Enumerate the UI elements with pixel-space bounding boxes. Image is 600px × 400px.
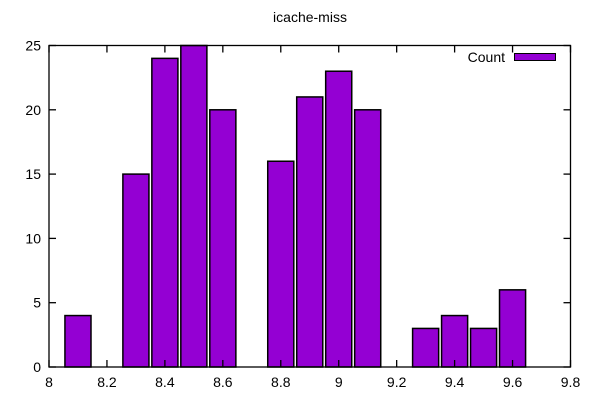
bar [324,70,353,368]
bar [266,160,295,368]
y-tick-label: 0 [33,359,41,375]
x-tick-label: 9.4 [445,374,465,390]
y-tick-label: 5 [33,295,41,311]
bar [411,327,440,368]
bar [64,314,92,368]
y-tick-label: 20 [25,102,41,118]
bar [469,327,498,368]
x-tick-label: 8.2 [97,374,117,390]
y-tick-label: 10 [25,230,41,246]
bar [498,289,527,368]
bar [353,109,382,368]
bar [295,96,324,368]
x-tick-label: 9.2 [387,374,407,390]
bar [180,44,208,368]
y-tick-label: 25 [25,38,41,54]
plot-border [48,44,572,368]
x-tick-label: 9 [335,374,343,390]
bar [151,57,179,368]
x-tick-label: 9.8 [561,374,581,390]
legend-label: Count [467,49,505,65]
chart-title: icache-miss [273,9,347,25]
x-tick-label: 8.8 [271,374,291,390]
bar [209,109,237,368]
legend: Count [468,49,556,65]
x-tick-label: 8.6 [213,374,233,390]
x-tick-label: 8.4 [155,374,175,390]
bar [122,173,150,368]
bar [440,314,469,368]
x-tick-label: 9.6 [503,374,523,390]
legend-swatch [514,53,556,61]
y-tick-label: 15 [25,166,41,182]
x-tick-label: 8 [45,374,53,390]
